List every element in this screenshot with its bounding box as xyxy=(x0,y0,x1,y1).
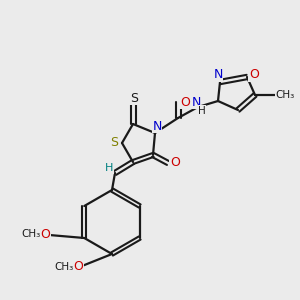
Text: N: N xyxy=(152,119,162,133)
Text: O: O xyxy=(180,95,190,109)
Text: O: O xyxy=(40,227,50,241)
Text: CH₃: CH₃ xyxy=(54,262,74,272)
Text: N: N xyxy=(191,95,201,109)
Text: N: N xyxy=(213,68,223,82)
Text: CH₃: CH₃ xyxy=(22,229,41,239)
Text: S: S xyxy=(110,136,118,148)
Text: H: H xyxy=(105,163,113,173)
Text: H: H xyxy=(198,106,206,116)
Text: O: O xyxy=(170,157,180,169)
Text: CH₃: CH₃ xyxy=(275,90,295,100)
Text: S: S xyxy=(130,92,138,104)
Text: O: O xyxy=(73,260,83,274)
Text: O: O xyxy=(249,68,259,82)
